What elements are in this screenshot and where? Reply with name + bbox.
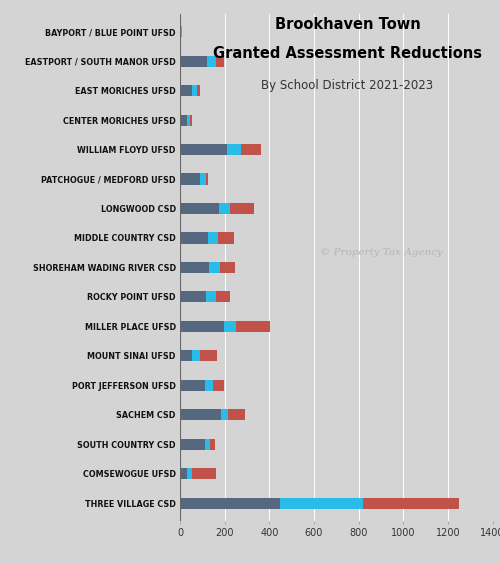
- Bar: [220, 262, 234, 273]
- Bar: [204, 379, 214, 391]
- Text: By School District 2021-2023: By School District 2021-2023: [262, 79, 434, 92]
- Bar: [180, 379, 204, 391]
- Bar: [192, 85, 196, 96]
- Bar: [186, 468, 192, 479]
- Bar: [180, 468, 186, 479]
- Bar: [207, 56, 216, 67]
- Bar: [196, 85, 200, 96]
- Bar: [180, 409, 222, 421]
- Bar: [216, 291, 230, 302]
- Bar: [180, 173, 200, 185]
- Bar: [206, 173, 208, 185]
- Bar: [228, 409, 244, 421]
- Bar: [227, 144, 242, 155]
- Bar: [280, 498, 363, 509]
- Bar: [180, 439, 204, 450]
- Bar: [192, 350, 200, 361]
- Bar: [206, 291, 216, 302]
- Bar: [204, 439, 210, 450]
- Bar: [363, 498, 459, 509]
- Bar: [192, 468, 216, 479]
- Bar: [200, 350, 217, 361]
- Bar: [180, 114, 186, 126]
- Text: Granted Assessment Reductions: Granted Assessment Reductions: [213, 47, 482, 61]
- Bar: [180, 203, 219, 214]
- Bar: [180, 291, 206, 302]
- Bar: [236, 321, 270, 332]
- Text: Brookhaven Town: Brookhaven Town: [274, 17, 420, 32]
- Bar: [180, 85, 192, 96]
- Bar: [214, 379, 224, 391]
- Bar: [190, 114, 192, 126]
- Bar: [180, 56, 207, 67]
- Bar: [208, 233, 218, 244]
- Bar: [180, 262, 209, 273]
- Bar: [209, 262, 220, 273]
- Bar: [200, 173, 205, 185]
- Bar: [180, 350, 192, 361]
- Bar: [180, 26, 181, 37]
- Bar: [218, 233, 234, 244]
- Bar: [216, 56, 224, 67]
- Text: © Property Tax Agency: © Property Tax Agency: [320, 248, 442, 257]
- Bar: [180, 321, 224, 332]
- Bar: [180, 498, 280, 509]
- Bar: [210, 439, 214, 450]
- Bar: [180, 233, 208, 244]
- Bar: [180, 144, 227, 155]
- Bar: [219, 203, 230, 214]
- Bar: [224, 321, 236, 332]
- Bar: [186, 114, 190, 126]
- Bar: [242, 144, 262, 155]
- Bar: [230, 203, 254, 214]
- Bar: [222, 409, 228, 421]
